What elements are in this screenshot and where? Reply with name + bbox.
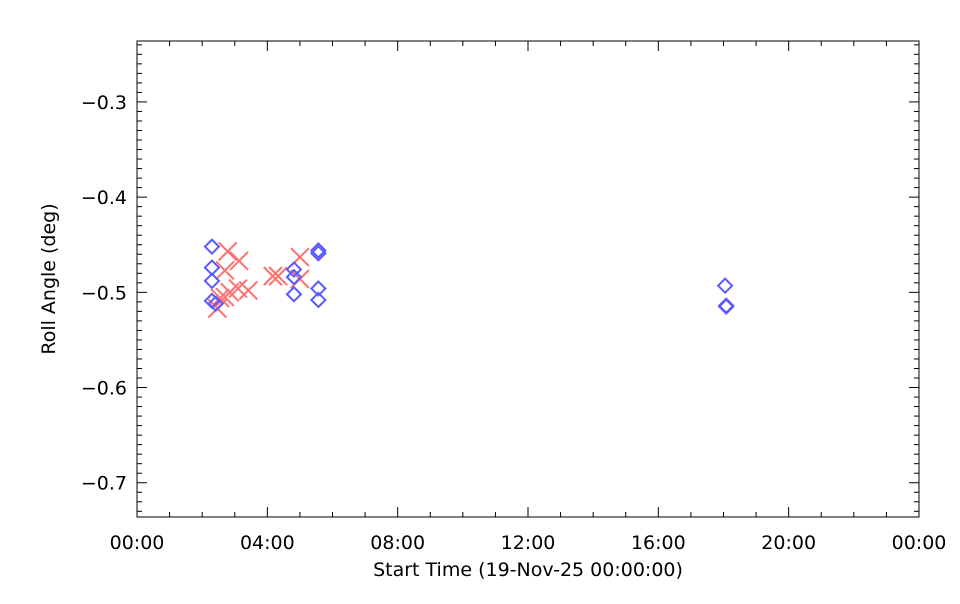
x-tick-label: 16:00 [631,532,686,554]
diamond-marker [717,298,735,316]
plot-frame [136,40,920,518]
cross-marker [215,287,235,307]
y-tick-labels: −0.3 −0.4 −0.5 −0.6 −0.7 [81,92,127,495]
x-tick-label: 00:00 [892,532,947,554]
diamond-marker [203,238,221,256]
axis-ticks [136,41,920,517]
diamond-marker [285,268,303,286]
cross-marker [229,251,249,271]
x-tick-label: 08:00 [370,532,425,554]
data-points [203,238,735,319]
diamond-marker [309,242,327,259]
x-tick-label: 04:00 [240,532,295,554]
cross-marker [263,266,283,286]
diamond-marker [309,291,327,309]
diamond-marker [207,295,225,313]
diamond-marker [309,244,327,262]
y-tick-label: −0.4 [81,187,127,209]
y-tick-label: −0.3 [81,92,127,114]
diamond-marker [203,272,221,290]
cross-marker [215,260,235,281]
x-tick-label: 12:00 [501,532,556,554]
cross-marker [217,241,238,262]
y-tick-label: −0.6 [81,378,127,400]
y-axis-label: Roll Angle (deg) [38,203,60,354]
cross-marker [268,266,288,286]
diamond-marker [285,261,303,278]
x-tick-labels: 00:00 04:00 08:00 12:00 16:00 20:00 00:00 [110,532,947,554]
y-tick-label: −0.7 [81,473,127,495]
y-tick-label: −0.5 [81,282,127,304]
diamond-marker [309,280,327,297]
x-axis-label: Start Time (19-Nov-25 00:00:00) [373,559,683,581]
x-tick-label: 00:00 [110,532,165,554]
diamond-marker [716,277,734,295]
diamond-marker [285,285,303,303]
cross-marker [238,280,259,301]
x-tick-label: 20:00 [761,532,816,554]
